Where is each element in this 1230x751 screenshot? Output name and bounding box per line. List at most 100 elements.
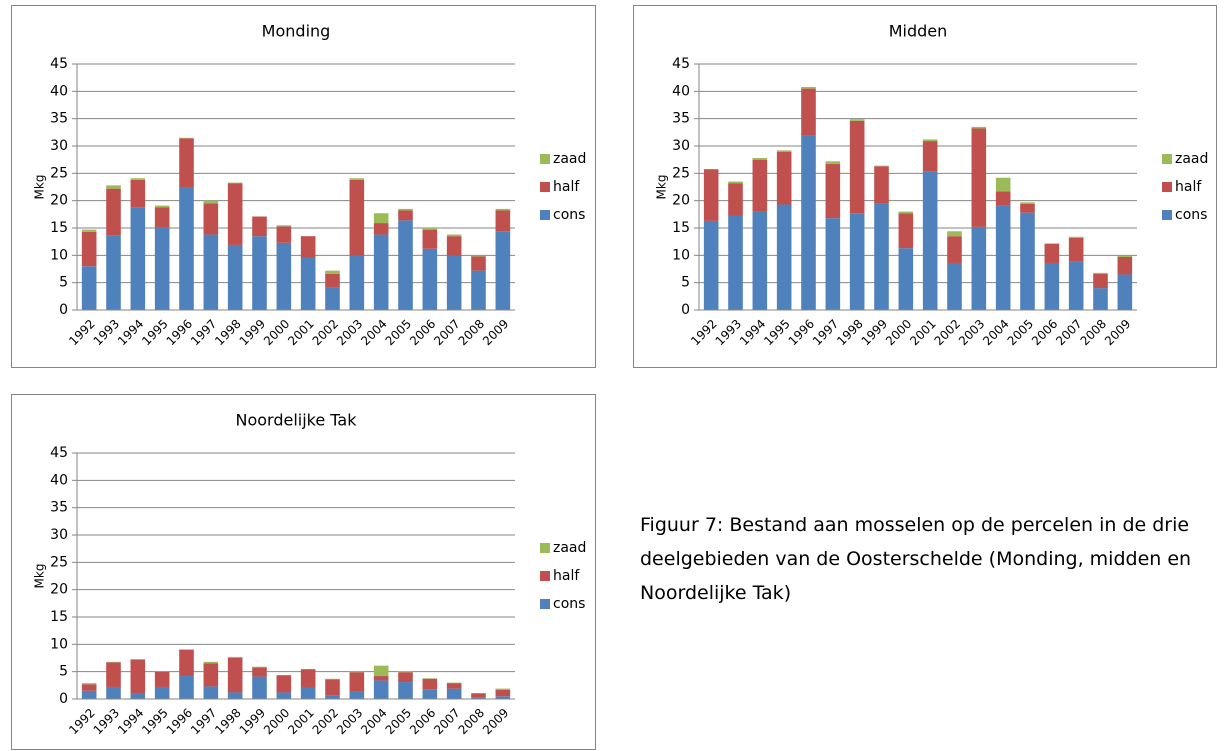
bar-segment — [898, 248, 914, 310]
bar-segment — [252, 216, 267, 237]
x-tick-label: 1999 — [237, 317, 268, 348]
chart-noordelijke-tak: Noordelijke Tak Mkg 0 5 10 15 20 25 30 35 40 45 1992… — [11, 394, 596, 750]
bar-segment — [995, 191, 1011, 206]
x-tick-label: 1993 — [91, 706, 122, 737]
bar-segment — [825, 164, 841, 219]
bar-segment — [373, 234, 389, 310]
x-tick-label: 1995 — [139, 706, 170, 737]
bar-segment — [179, 187, 194, 310]
legend-swatch — [540, 210, 550, 220]
bar-segment — [703, 169, 719, 221]
y-tick-label: 20 — [50, 193, 68, 209]
bar-segment — [971, 226, 987, 310]
bar-segment — [106, 686, 121, 699]
y-tick-label: 10 — [50, 636, 68, 652]
bar-segment — [300, 236, 316, 258]
bar-segment — [776, 204, 792, 310]
x-tick-label: 1995 — [139, 317, 170, 348]
bar-segment — [898, 213, 914, 249]
bar-segment — [373, 676, 389, 681]
y-tick-label: 45 — [50, 445, 68, 461]
bar-segment — [1117, 274, 1133, 310]
legend-swatch — [540, 182, 550, 192]
legend-label: cons — [1175, 207, 1207, 223]
bar-segment — [252, 667, 267, 677]
chart-title: Midden — [889, 22, 948, 41]
bar-segment — [81, 231, 97, 267]
y-tick-label: 0 — [59, 691, 68, 707]
bar-segment — [325, 679, 340, 696]
y-tick-label: 5 — [59, 275, 68, 291]
legend-label: half — [553, 179, 580, 195]
x-tick-label: 2005 — [383, 706, 414, 737]
bar-segment — [825, 218, 841, 310]
bar-segment — [227, 658, 243, 693]
bar-segment — [179, 137, 194, 139]
bar-segment — [776, 152, 792, 205]
bar-segment — [349, 255, 365, 310]
x-tick-label: 2002 — [932, 317, 963, 348]
chart-monding: Monding Mkg 0 5 10 15 20 25 30 35 40 45 199219931994… — [11, 5, 596, 368]
bar-segment — [776, 150, 792, 153]
bar-segment — [825, 161, 841, 165]
x-tick-label: 2004 — [358, 317, 389, 348]
bar-segment — [422, 228, 438, 230]
bar-segment — [276, 226, 292, 243]
bar-segment — [922, 171, 938, 310]
bar-segment — [154, 227, 170, 310]
bar-segment — [922, 139, 938, 142]
legend-label: zaad — [553, 151, 586, 167]
bar-segment — [728, 215, 743, 310]
bar-segment — [300, 687, 316, 699]
x-tick-label: 1996 — [786, 317, 817, 348]
bar-segment — [752, 211, 768, 310]
x-tick-label: 1998 — [212, 317, 243, 348]
bar-segment — [1044, 262, 1060, 310]
bar-segment — [276, 242, 292, 310]
y-tick-label: 15 — [672, 220, 690, 236]
chart-midden: MiddenMkg0510152025303540451992199319941… — [633, 5, 1217, 368]
bar-segment — [154, 205, 170, 208]
bar-segment — [422, 678, 438, 679]
bar-segment — [422, 678, 438, 690]
bar-segment — [252, 666, 267, 668]
bar-segment — [874, 165, 889, 167]
bar-segment — [995, 205, 1011, 310]
y-tick-label: 40 — [50, 83, 68, 99]
x-tick-label: 1998 — [212, 706, 243, 737]
bar-segment — [373, 223, 389, 235]
bar-segment — [422, 229, 438, 249]
bar-segment — [1093, 273, 1108, 289]
bar-segment — [1044, 243, 1060, 244]
x-tick-label: 1996 — [164, 706, 195, 737]
x-tick-label: 2004 — [358, 706, 389, 737]
bar-segment — [849, 120, 865, 214]
x-tick-label: 2002 — [310, 706, 341, 737]
chart-title: Monding — [262, 22, 331, 41]
y-tick-label: 35 — [50, 500, 68, 516]
y-tick-label: 20 — [672, 193, 690, 209]
y-axis-label: Mkg — [655, 175, 669, 200]
bar-segment — [703, 168, 719, 170]
bar-segment — [1093, 272, 1108, 274]
bar-segment — [471, 270, 486, 310]
bar-segment — [947, 231, 962, 237]
bar-segment — [252, 676, 267, 699]
bar-segment — [203, 661, 219, 664]
bar-segment — [898, 211, 914, 214]
chart-border — [11, 5, 596, 368]
bar-segment — [227, 692, 243, 699]
bar-segment — [1020, 202, 1035, 204]
x-tick-label: 2001 — [285, 317, 316, 348]
x-tick-label: 1993 — [91, 317, 122, 348]
bar-segment — [398, 682, 413, 699]
bar-segment — [81, 266, 97, 310]
legend-label: cons — [553, 596, 585, 612]
legend-swatch — [1162, 210, 1172, 220]
bar-segment — [300, 669, 316, 688]
x-tick-label: 1992 — [688, 317, 719, 348]
x-tick-label: 1995 — [761, 317, 792, 348]
x-tick-label: 1994 — [115, 317, 146, 348]
bar-segment — [276, 674, 292, 676]
bar-segment — [106, 661, 121, 663]
